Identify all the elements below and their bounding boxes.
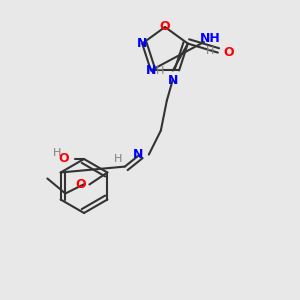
Text: O: O (224, 46, 235, 59)
Text: H: H (113, 154, 122, 164)
Text: N: N (168, 74, 178, 87)
Text: N: N (137, 37, 147, 50)
Text: O: O (58, 152, 69, 166)
Text: N: N (133, 148, 143, 161)
Text: H: H (206, 46, 214, 56)
Text: O: O (160, 20, 170, 34)
Text: H: H (155, 66, 164, 76)
Text: NH: NH (200, 32, 220, 46)
Text: O: O (76, 178, 86, 191)
Text: N: N (146, 64, 156, 77)
Text: H: H (53, 148, 61, 158)
